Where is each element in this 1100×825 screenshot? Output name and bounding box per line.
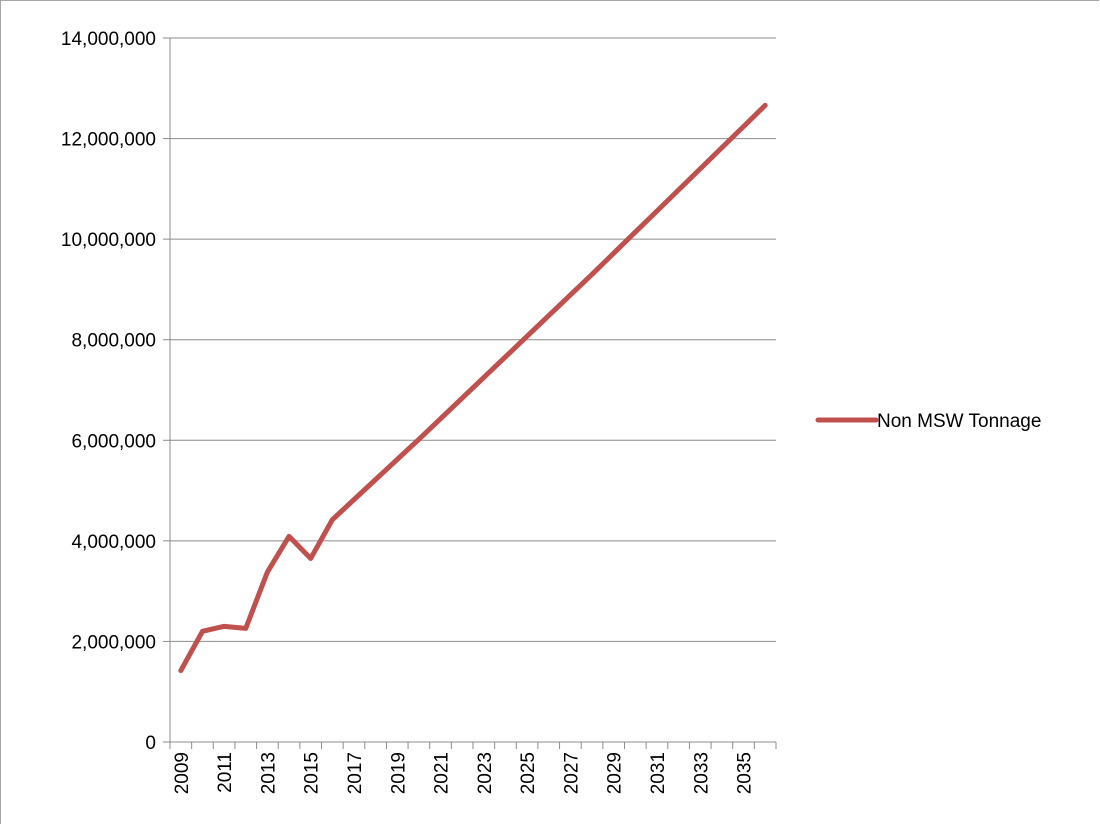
y-tick-label: 6,000,000 (71, 431, 156, 452)
x-tick-label: 2023 (475, 752, 496, 794)
x-tick-label: 2015 (302, 752, 323, 794)
y-tick-label: 0 (145, 733, 156, 754)
x-tick-label: 2013 (258, 752, 279, 794)
x-tick-labels: 2009 2011 2013 2015 2017 2019 2021 2023 2025 2027… (172, 752, 756, 794)
x-tick-label: 2031 (648, 752, 669, 794)
series-layer (178, 102, 768, 674)
y-tick-label: 10,000,000 (61, 230, 156, 251)
x-tick-label: 2027 (561, 752, 582, 794)
y-tick-label: 12,000,000 (61, 130, 156, 151)
y-tick-label: 14,000,000 (61, 29, 156, 50)
x-tick-label: 2009 (172, 752, 193, 794)
legend: Non MSW Tonnage (815, 411, 1041, 432)
x-tick-label: 2017 (345, 752, 366, 794)
y-tick-labels: 0 2,000,000 4,000,000 6,000,000 8,000,000 10,… (61, 29, 156, 754)
x-tick-label: 2035 (735, 752, 756, 794)
legend-label-non-msw-tonnage: Non MSW Tonnage (877, 411, 1041, 432)
y-tick-label: 2,000,000 (71, 632, 156, 653)
x-tick-label: 2029 (605, 752, 626, 794)
x-tick-label: 2019 (388, 752, 409, 794)
x-tick-label: 2011 (215, 752, 236, 793)
y-tick-label: 8,000,000 (71, 331, 156, 352)
x-tick-label: 2033 (691, 752, 712, 794)
x-tick-label: 2021 (432, 752, 453, 794)
x-tick-label: 2025 (518, 752, 539, 794)
axes (163, 37, 777, 749)
series-line-non-msw-tonnage (178, 102, 768, 674)
y-tick-label: 4,000,000 (71, 532, 156, 553)
gridlines (170, 37, 776, 642)
